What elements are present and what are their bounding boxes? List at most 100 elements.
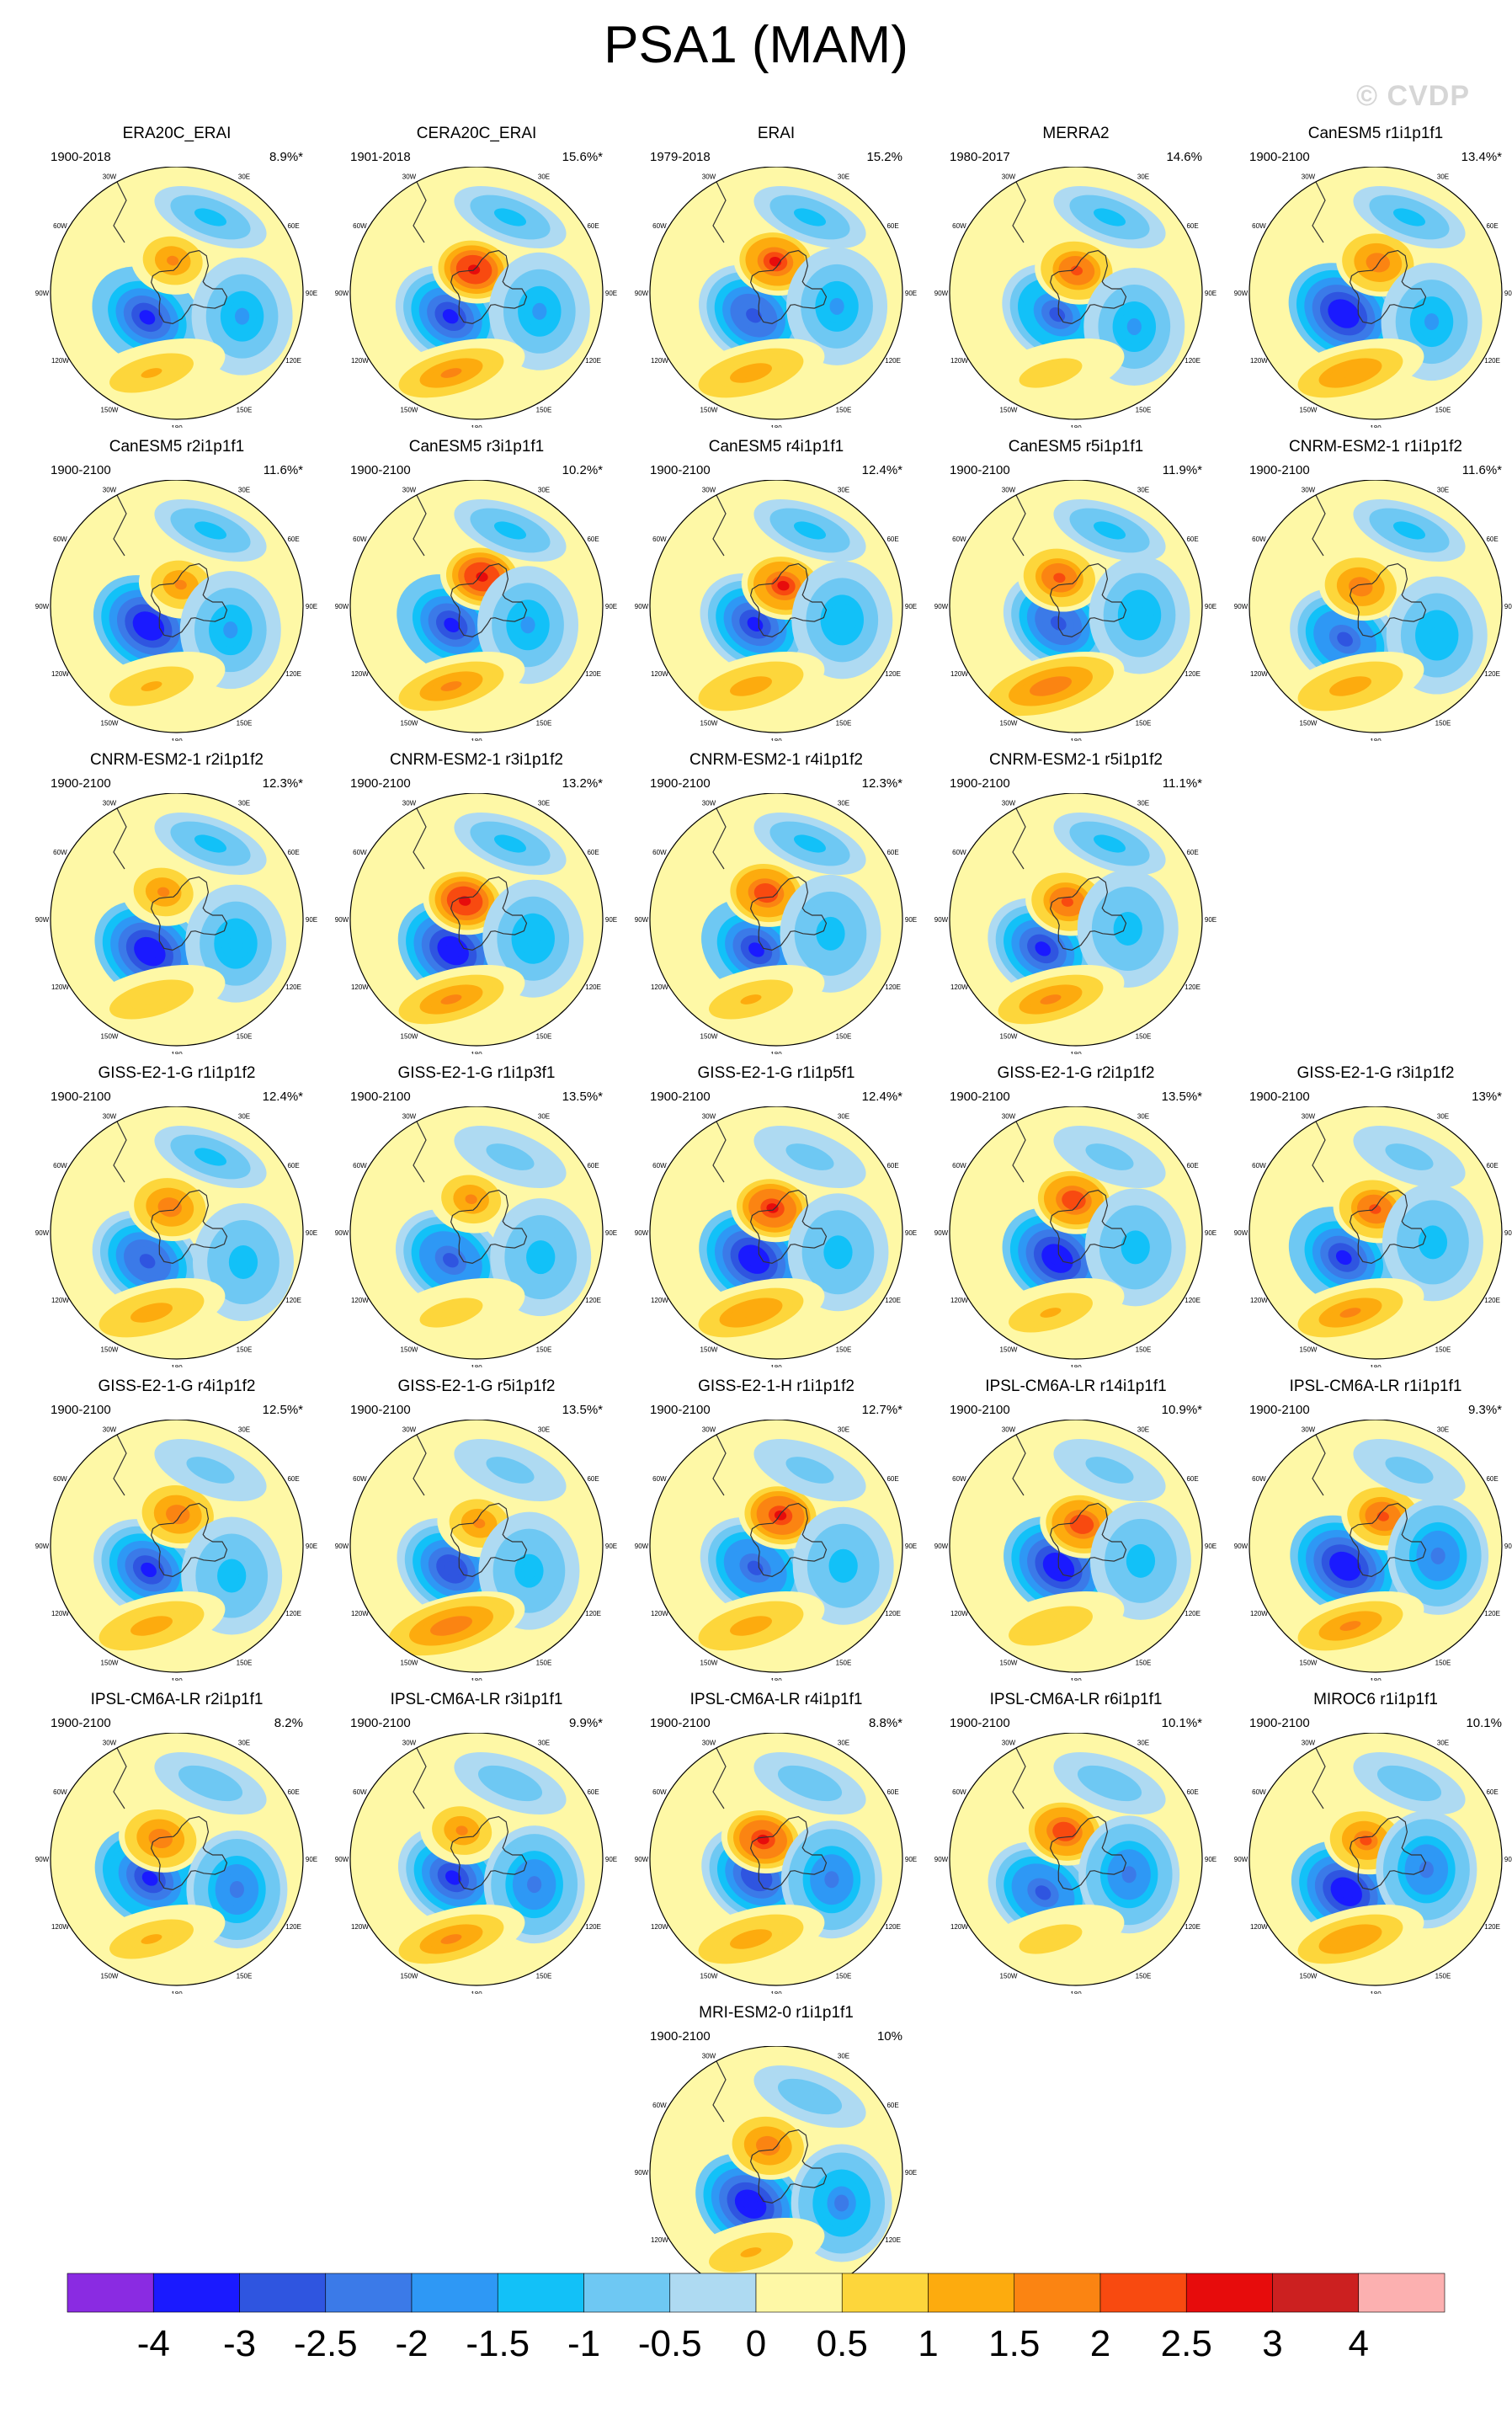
panel-period: 1900-2100	[51, 1403, 111, 1417]
longitude-label: 60W	[353, 849, 367, 856]
map-border	[1248, 167, 1503, 420]
longitude-label: 60E	[287, 1162, 299, 1170]
longitude-label: 150W	[1000, 1033, 1018, 1041]
longitude-label: 30W	[1002, 1112, 1016, 1120]
longitude-label: 90E	[605, 1229, 617, 1237]
longitude-label: 60W	[53, 536, 67, 543]
longitude-label: 90W	[1234, 1543, 1248, 1550]
anomaly-contour	[1401, 1465, 1418, 1475]
antarctica-coastline	[150, 1815, 228, 1891]
panel-explained-variance: 14.6%	[1166, 150, 1202, 164]
anomaly-contour	[777, 580, 790, 591]
panel-explained-variance: 12.3%*	[861, 776, 902, 791]
anomaly-contour	[527, 1876, 542, 1894]
anomaly-contour	[444, 1561, 461, 1576]
longitude-label: 90W	[335, 1229, 349, 1237]
anomaly-contour	[440, 1934, 462, 1944]
panel-explained-variance: 8.2%	[274, 1716, 303, 1730]
map-border	[1248, 1420, 1503, 1673]
polar-map: 030E60E90E120E150E180150W120W90W60W30W	[1234, 167, 1512, 428]
anomaly-contour	[445, 1870, 461, 1885]
longitude-label: 90E	[1205, 916, 1217, 924]
panel-period: 1900-2100	[350, 1090, 411, 1104]
polar-map: 030E60E90E120E150E180150W120W90W60W30W	[35, 1420, 317, 1681]
panel-title: GISS-E2-1-G r5i1p1f2	[397, 1378, 556, 1395]
longitude-label: 30W	[702, 1739, 716, 1746]
longitude-label: 120E	[585, 357, 601, 365]
anomaly-contour	[502, 1152, 519, 1162]
polar-map: 030E60E90E120E150E180150W120W90W60W30W	[635, 1420, 917, 1681]
longitude-label: 120W	[51, 983, 69, 991]
anomaly-contour	[139, 310, 156, 325]
longitude-label: 30E	[538, 173, 550, 180]
longitude-label: 120E	[585, 1297, 601, 1304]
longitude-label: 60E	[886, 536, 898, 543]
antarctica-coastline	[1349, 1189, 1427, 1265]
panel-period: 1900-2100	[350, 1403, 411, 1417]
longitude-label: 120W	[950, 670, 968, 678]
longitude-label: 150W	[1300, 720, 1318, 727]
anomaly-contour	[440, 368, 462, 378]
longitude-label: 60W	[53, 222, 67, 230]
longitude-label: 30W	[1002, 486, 1016, 493]
longitude-label: 180	[171, 1677, 183, 1681]
longitude-label: 60E	[587, 1475, 599, 1483]
anomaly-contour	[801, 1465, 818, 1475]
anomaly-contour	[801, 1778, 818, 1788]
colorbar-swatch	[841, 2273, 929, 2313]
longitude-label: 180	[471, 1990, 482, 1994]
colorbar-label: -0.5	[637, 2323, 702, 2364]
map-border	[50, 1420, 304, 1673]
longitude-label: 90W	[635, 2169, 649, 2177]
panel-period: 1900-2100	[51, 1090, 111, 1104]
longitude-label: 150W	[700, 720, 718, 727]
anomaly-contour	[444, 617, 461, 633]
antarctica-coastline	[749, 249, 828, 325]
polar-map: 030E60E90E120E150E180150W120W90W60W30W	[635, 1733, 917, 1994]
longitude-label: 30E	[238, 1425, 250, 1433]
anomaly-contour	[1121, 1866, 1137, 1884]
anomaly-contour	[174, 579, 187, 590]
polar-map: 030E60E90E120E150E180150W120W90W60W30W	[635, 1106, 917, 1367]
longitude-label: 90E	[1205, 603, 1217, 610]
anomaly-contour	[525, 930, 540, 947]
south-america-coastline	[408, 1733, 427, 1809]
longitude-label: 180	[171, 738, 183, 741]
antarctica-coastline	[749, 876, 828, 951]
colorbar-swatch	[239, 2273, 327, 2313]
longitude-label: 90W	[335, 1856, 349, 1863]
longitude-label: 90W	[35, 1229, 50, 1237]
panel-explained-variance: 11.6%*	[1461, 463, 1502, 477]
longitude-label: 180	[1070, 1364, 1082, 1367]
longitude-label: 60W	[952, 222, 966, 230]
anomaly-contour	[141, 944, 158, 959]
anomaly-contour	[1401, 212, 1418, 222]
longitude-label: 150E	[237, 720, 253, 727]
antarctica-coastline	[150, 249, 228, 325]
panel-title: IPSL-CM6A-LR r2i1p1f1	[90, 1691, 264, 1708]
longitude-label: 30E	[1437, 1739, 1449, 1746]
panel-period: 1900-2018	[51, 150, 111, 164]
antarctica-coastline	[749, 1189, 828, 1265]
map-border	[349, 1733, 604, 1986]
longitude-label: 120W	[1250, 1297, 1268, 1304]
antarctica-coastline	[150, 876, 228, 951]
map-panel: ERA20C_ERAI1900-20188.9%*030E60E90E120E1…	[34, 125, 320, 428]
polar-map: 030E60E90E120E150E180150W120W90W60W30W	[635, 480, 917, 741]
longitude-label: 30E	[1437, 486, 1449, 493]
longitude-label: 90W	[1234, 603, 1248, 610]
south-america-coastline	[109, 793, 127, 870]
south-america-coastline	[109, 167, 127, 243]
anomaly-contour	[1040, 1621, 1062, 1631]
polar-map: 030E60E90E120E150E180150W120W90W60W30W	[1234, 480, 1512, 741]
anomaly-contour	[154, 1833, 167, 1844]
anomaly-contour	[235, 307, 250, 325]
map-panel: GISS-E2-1-G r1i1p3f11900-210013.5%*030E6…	[333, 1064, 620, 1367]
longitude-label: 120W	[651, 983, 668, 991]
anomaly-contour	[141, 1562, 157, 1578]
anomaly-contour	[520, 616, 535, 634]
longitude-label: 90E	[1504, 603, 1512, 610]
panel-period: 1900-2100	[950, 1403, 1010, 1417]
colorbar-label: 3	[1262, 2323, 1283, 2364]
credit-watermark: © CVDP	[1356, 80, 1470, 112]
